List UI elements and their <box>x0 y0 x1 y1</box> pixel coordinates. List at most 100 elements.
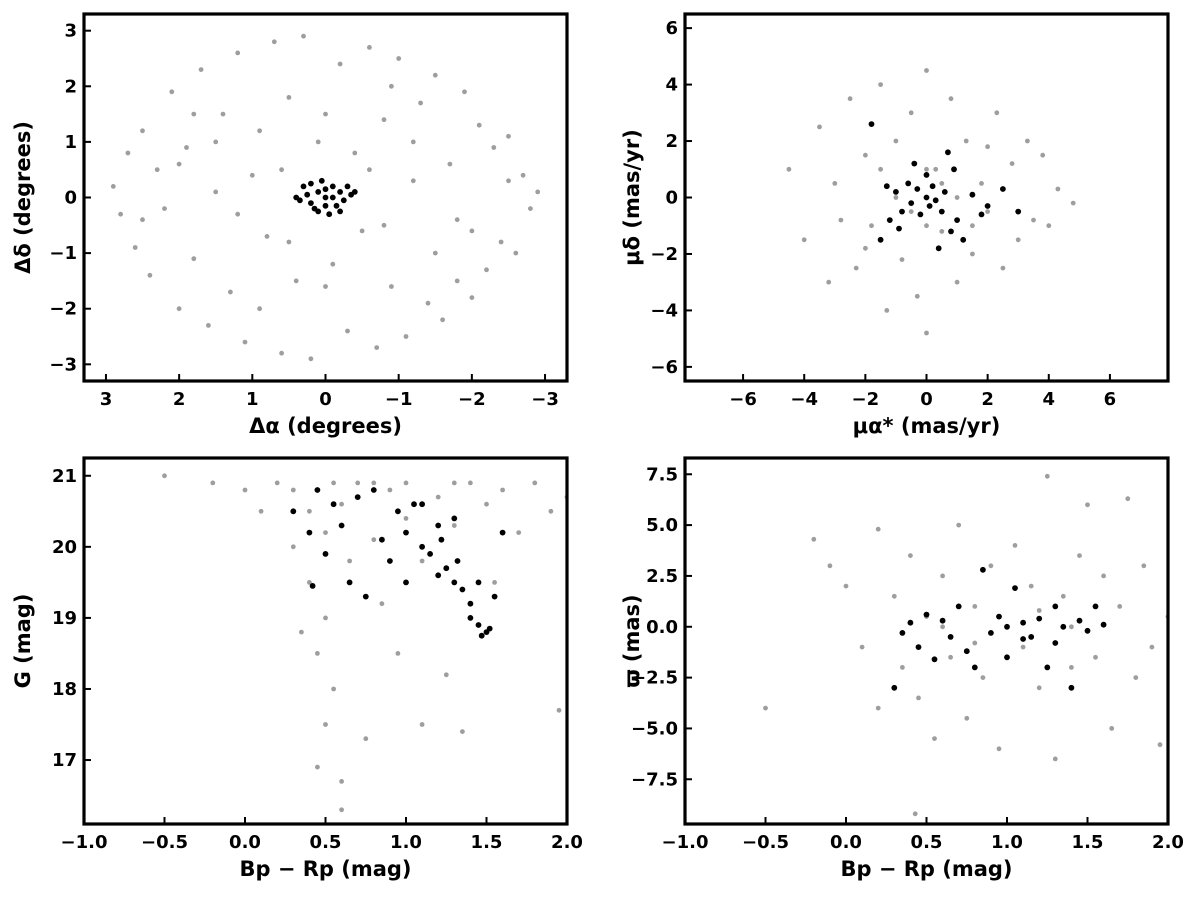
member-point-9 <box>318 177 325 184</box>
member-point-25 <box>1084 627 1091 634</box>
y-tick-label: −2 <box>650 244 678 265</box>
member-point-1 <box>306 529 313 536</box>
field-point-37 <box>1133 675 1139 680</box>
field-point-31 <box>1031 217 1036 223</box>
field-point-33 <box>1046 223 1052 229</box>
member-point-27 <box>978 211 985 218</box>
field-point-31 <box>345 328 350 334</box>
field-point-6 <box>290 487 296 493</box>
y-axis-label: Δδ (degrees) <box>11 121 35 274</box>
member-point-25 <box>935 245 942 252</box>
field-point-20 <box>257 128 262 134</box>
field-point-43 <box>939 181 945 186</box>
member-point-16 <box>329 183 336 190</box>
x-axis-label: μα* (mas/yr) <box>853 414 1001 438</box>
field-point-32 <box>1040 152 1046 158</box>
field-point-14 <box>339 501 344 507</box>
member-point-8 <box>333 202 340 209</box>
x-tick-label: 2 <box>173 389 186 410</box>
field-point-41 <box>418 100 423 106</box>
field-point-44 <box>1069 624 1074 630</box>
member-point-21 <box>1000 186 1006 192</box>
field-point-23 <box>970 251 975 257</box>
field-point-10 <box>184 145 189 150</box>
member-point-8 <box>955 603 962 610</box>
field-point-11 <box>884 308 890 313</box>
member-point-5 <box>338 522 345 529</box>
x-tick-label: 0.5 <box>911 832 943 853</box>
field-point-15 <box>220 111 226 117</box>
field-point-17 <box>355 480 361 486</box>
field-point-23 <box>1020 644 1026 650</box>
member-point-3 <box>322 194 329 201</box>
field-point-22 <box>963 138 969 144</box>
field-point-19 <box>371 537 377 543</box>
member-point-9 <box>923 194 930 201</box>
field-point-12 <box>198 67 204 72</box>
x-tick-label: 0.0 <box>830 832 862 853</box>
field-point-3 <box>843 583 849 589</box>
field-point-71 <box>389 83 394 89</box>
member-point-23 <box>459 586 466 593</box>
field-point-3 <box>826 279 832 285</box>
member-point-13 <box>938 208 945 215</box>
member-point-16 <box>419 543 425 550</box>
member-point-17 <box>308 180 314 187</box>
field-point-60 <box>279 167 284 173</box>
field-point-35 <box>1070 200 1076 206</box>
member-point-12 <box>395 508 401 515</box>
field-point-14 <box>908 110 914 116</box>
field-point-25 <box>419 722 425 727</box>
member-point-21 <box>1052 603 1059 610</box>
member-point-10 <box>926 203 933 209</box>
member-point-26 <box>475 579 482 586</box>
field-point-0 <box>786 166 792 172</box>
field-point-14 <box>948 654 953 660</box>
x-tick-label: 2 <box>981 389 994 410</box>
field-point-35 <box>532 480 538 486</box>
field-point-39 <box>403 334 409 339</box>
member-point-28 <box>1020 636 1026 642</box>
field-point-35 <box>374 345 380 350</box>
x-axis-label: Δα (degrees) <box>249 414 402 438</box>
member-point-13 <box>996 613 1002 620</box>
field-point-28 <box>1009 161 1015 167</box>
field-point-0 <box>162 473 167 479</box>
field-point-30 <box>1077 553 1082 558</box>
member-point-13 <box>304 191 311 198</box>
member-point-21 <box>451 579 458 586</box>
member-point-2 <box>907 619 914 626</box>
field-point-62 <box>286 239 292 245</box>
member-point-3 <box>915 644 922 650</box>
field-point-74 <box>140 217 145 223</box>
field-point-61 <box>367 167 372 173</box>
member-point-1 <box>899 630 906 636</box>
field-point-0 <box>763 705 768 711</box>
field-point-7 <box>307 580 312 585</box>
field-point-33 <box>1101 573 1106 579</box>
member-point-18 <box>960 236 967 243</box>
member-point-33 <box>419 501 425 508</box>
field-point-12 <box>932 736 937 741</box>
x-tick-label: 4 <box>1043 389 1056 410</box>
member-point-0 <box>891 684 898 691</box>
field-point-55 <box>520 172 526 178</box>
field-point-59 <box>432 250 438 256</box>
field-point-51 <box>491 145 497 150</box>
field-point-39 <box>924 223 929 229</box>
member-point-31 <box>491 593 498 600</box>
field-point-19 <box>249 172 255 178</box>
member-point-15 <box>315 208 322 215</box>
member-point-28 <box>923 172 930 178</box>
field-point-3 <box>258 508 264 514</box>
member-point-22 <box>451 515 458 522</box>
field-point-1 <box>118 211 123 217</box>
field-point-8 <box>307 508 312 514</box>
field-point-44 <box>878 166 883 172</box>
member-point-6 <box>344 183 351 190</box>
color-magnitude-panel: −1.0 −0.5 0.0 0.5 1.0 1.5 2.0 17 18 19 20 21 Bp − Rp… <box>11 456 583 881</box>
field-point-30 <box>468 480 473 486</box>
field-point-41 <box>299 629 304 635</box>
field-point-46 <box>454 217 460 223</box>
field-point-6 <box>154 167 160 173</box>
